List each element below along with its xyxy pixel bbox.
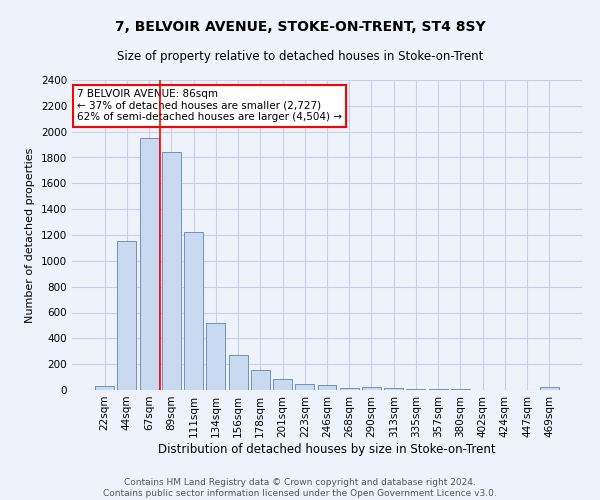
Bar bbox=[95, 386, 114, 390]
Bar bbox=[295, 384, 314, 390]
Text: Size of property relative to detached houses in Stoke-on-Trent: Size of property relative to detached ho… bbox=[117, 50, 483, 63]
Text: 7, BELVOIR AVENUE, STOKE-ON-TRENT, ST4 8SY: 7, BELVOIR AVENUE, STOKE-ON-TRENT, ST4 8… bbox=[115, 20, 485, 34]
Bar bbox=[206, 323, 225, 390]
X-axis label: Distribution of detached houses by size in Stoke-on-Trent: Distribution of detached houses by size … bbox=[158, 442, 496, 456]
Bar bbox=[429, 389, 448, 390]
Text: Contains HM Land Registry data © Crown copyright and database right 2024.
Contai: Contains HM Land Registry data © Crown c… bbox=[103, 478, 497, 498]
Bar bbox=[229, 355, 248, 390]
Bar bbox=[140, 138, 158, 390]
Bar bbox=[118, 242, 136, 390]
Y-axis label: Number of detached properties: Number of detached properties bbox=[25, 148, 35, 322]
Bar bbox=[406, 388, 425, 390]
Bar bbox=[340, 388, 359, 390]
Text: 7 BELVOIR AVENUE: 86sqm
← 37% of detached houses are smaller (2,727)
62% of semi: 7 BELVOIR AVENUE: 86sqm ← 37% of detache… bbox=[77, 90, 342, 122]
Bar bbox=[384, 388, 403, 390]
Bar bbox=[362, 388, 381, 390]
Bar bbox=[184, 232, 203, 390]
Bar bbox=[273, 379, 292, 390]
Bar bbox=[162, 152, 181, 390]
Bar bbox=[317, 385, 337, 390]
Bar bbox=[540, 388, 559, 390]
Bar bbox=[251, 370, 270, 390]
